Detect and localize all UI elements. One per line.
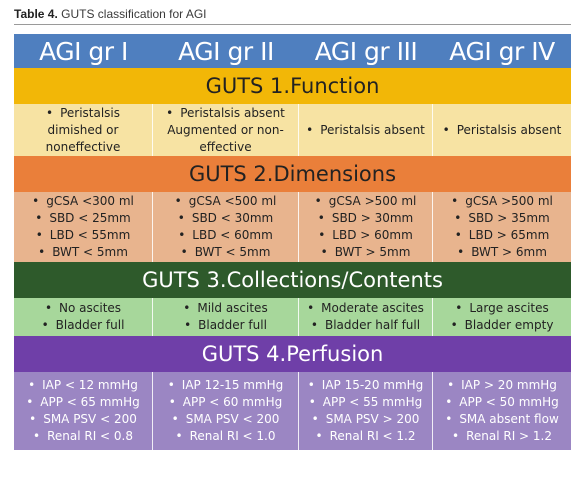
criteria-item: LBD < 55mm [17,227,149,244]
criteria-item: SBD > 35mm [436,210,568,227]
criteria-list: Peristalsis absent [436,122,568,139]
criteria-item: Bladder half full [302,317,429,334]
function-cell-grade-4: Peristalsis absent [433,104,571,156]
perfusion-banner: GUTS 4.Perfusion [14,336,571,372]
dimensions-cell-grade-2: gCSA <500 mlSBD < 30mmLBD < 60mmBWT < 5m… [153,192,299,262]
criteria-list: gCSA <300 mlSBD < 25mmLBD < 55mmBWT < 5m… [17,193,149,261]
criteria-item: APP < 55 mmHg [302,394,429,411]
header-grade-1: AGI gr I [39,36,128,66]
collections-row: No ascitesBladder fullMild ascitesBladde… [14,298,571,336]
criteria-item: IAP > 20 mmHg [436,377,568,394]
criteria-item: gCSA >500 ml [436,193,568,210]
criteria-item: BWT > 5mm [302,244,429,261]
criteria-item: gCSA <300 ml [17,193,149,210]
criteria-item: LBD < 60mm [156,227,295,244]
perfusion-cell-grade-1: IAP < 12 mmHgAPP < 65 mmHgSMA PSV < 200R… [14,372,153,450]
criteria-list: Peristalsis dimished or noneffective [17,105,149,156]
criteria-list: IAP < 12 mmHgAPP < 65 mmHgSMA PSV < 200R… [17,377,149,445]
criteria-item: IAP 15-20 mmHg [302,377,429,394]
criteria-list: gCSA >500 mlSBD > 35mmLBD > 65mmBWT > 6m… [436,193,568,261]
criteria-item: APP < 60 mmHg [156,394,295,411]
criteria-item: SBD > 30mm [302,210,429,227]
criteria-list: Peristalsis absent [302,122,429,139]
criteria-item: Peristalsis absent [436,122,568,139]
dimensions-banner: GUTS 2.Dimensions [14,156,571,192]
criteria-list: IAP 12-15 mmHgAPP < 60 mmHgSMA PSV < 200… [156,377,295,445]
criteria-item: APP < 50 mmHg [436,394,568,411]
criteria-item: Mild ascites [156,300,295,317]
table-caption: Table 4. GUTS classification for AGI [14,4,571,25]
criteria-item: Renal RI < 0.8 [17,428,149,445]
criteria-item: Bladder full [17,317,149,334]
header-grade-2: AGI gr II [178,36,274,66]
criteria-item: Bladder full [156,317,295,334]
dimensions-cell-grade-3: gCSA >500 mlSBD > 30mmLBD > 60mmBWT > 5m… [299,192,433,262]
criteria-item: Renal RI < 1.0 [156,428,295,445]
grade-header-row: AGI gr I AGI gr II AGI gr III AGI gr IV [14,34,571,68]
caption-text: GUTS classification for AGI [61,7,207,21]
criteria-list: Large ascitesBladder empty [436,300,568,334]
dimensions-row: gCSA <300 mlSBD < 25mmLBD < 55mmBWT < 5m… [14,192,571,262]
criteria-item: Moderate ascites [302,300,429,317]
criteria-item: SMA PSV > 200 [302,411,429,428]
criteria-item: Bladder empty [436,317,568,334]
header-grade-4: AGI gr IV [449,36,555,66]
criteria-item: BWT > 6mm [436,244,568,261]
criteria-item: BWT < 5mm [17,244,149,261]
guts-classification-table: AGI gr I AGI gr II AGI gr III AGI gr IV … [14,34,571,450]
criteria-item: APP < 65 mmHg [17,394,149,411]
criteria-item: Peristalsis absent [302,122,429,139]
criteria-item: gCSA >500 ml [302,193,429,210]
dimensions-cell-grade-1: gCSA <300 mlSBD < 25mmLBD < 55mmBWT < 5m… [14,192,153,262]
perfusion-cell-grade-2: IAP 12-15 mmHgAPP < 60 mmHgSMA PSV < 200… [153,372,299,450]
criteria-list: Mild ascitesBladder full [156,300,295,334]
criteria-item: IAP < 12 mmHg [17,377,149,394]
criteria-list: gCSA <500 mlSBD < 30mmLBD < 60mmBWT < 5m… [156,193,295,261]
criteria-item: SBD < 25mm [17,210,149,227]
function-cell-grade-1: Peristalsis dimished or noneffective [14,104,153,156]
perfusion-cell-grade-4: IAP > 20 mmHgAPP < 50 mmHgSMA absent flo… [433,372,571,450]
collections-banner: GUTS 3.Collections/Contents [14,262,571,298]
criteria-item: SMA PSV < 200 [17,411,149,428]
function-row: Peristalsis dimished or noneffectivePeri… [14,104,571,156]
criteria-list: IAP > 20 mmHgAPP < 50 mmHgSMA absent flo… [436,377,568,445]
criteria-list: Moderate ascitesBladder half full [302,300,429,334]
function-banner: GUTS 1.Function [14,68,571,104]
function-cell-grade-3: Peristalsis absent [299,104,433,156]
criteria-item: Renal RI > 1.2 [436,428,568,445]
caption-label: Table 4. [14,7,58,21]
criteria-item: IAP 12-15 mmHg [156,377,295,394]
criteria-item: Peristalsis dimished or noneffective [17,105,149,156]
perfusion-cell-grade-3: IAP 15-20 mmHgAPP < 55 mmHgSMA PSV > 200… [299,372,433,450]
criteria-item: Peristalsis absent Augmented or non-effe… [156,105,295,156]
criteria-item: gCSA <500 ml [156,193,295,210]
criteria-item: SMA absent flow [436,411,568,428]
criteria-item: LBD > 60mm [302,227,429,244]
collections-cell-grade-3: Moderate ascitesBladder half full [299,298,433,336]
criteria-item: No ascites [17,300,149,317]
collections-cell-grade-4: Large ascitesBladder empty [433,298,571,336]
collections-cell-grade-2: Mild ascitesBladder full [153,298,299,336]
criteria-item: SBD < 30mm [156,210,295,227]
criteria-list: gCSA >500 mlSBD > 30mmLBD > 60mmBWT > 5m… [302,193,429,261]
criteria-list: Peristalsis absent Augmented or non-effe… [156,105,295,156]
criteria-item: BWT < 5mm [156,244,295,261]
criteria-item: SMA PSV < 200 [156,411,295,428]
header-grade-3: AGI gr III [314,36,418,66]
perfusion-row: IAP < 12 mmHgAPP < 65 mmHgSMA PSV < 200R… [14,372,571,450]
collections-cell-grade-1: No ascitesBladder full [14,298,153,336]
criteria-item: Large ascites [436,300,568,317]
criteria-item: Renal RI < 1.2 [302,428,429,445]
criteria-list: IAP 15-20 mmHgAPP < 55 mmHgSMA PSV > 200… [302,377,429,445]
dimensions-cell-grade-4: gCSA >500 mlSBD > 35mmLBD > 65mmBWT > 6m… [433,192,571,262]
criteria-item: LBD > 65mm [436,227,568,244]
criteria-list: No ascitesBladder full [17,300,149,334]
function-cell-grade-2: Peristalsis absent Augmented or non-effe… [153,104,299,156]
